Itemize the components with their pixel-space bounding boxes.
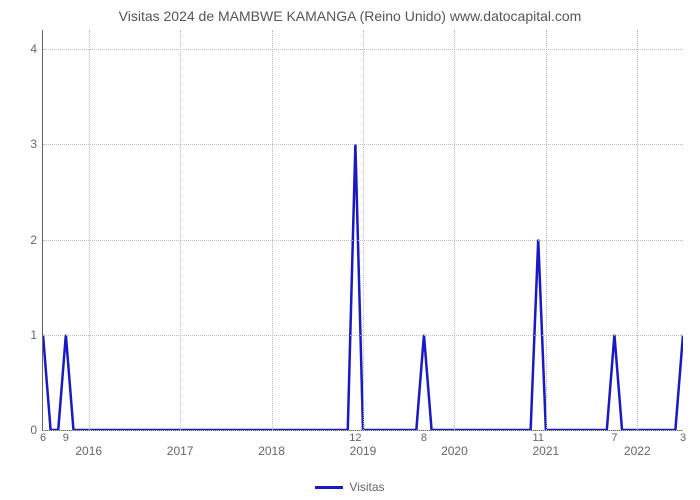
- legend-label: Visitas: [349, 480, 384, 494]
- gridline-v: [89, 30, 90, 430]
- gridline-h: [43, 430, 683, 431]
- xtick-year-label: 2017: [167, 444, 194, 458]
- chart-container: Visitas 2024 de MAMBWE KAMANGA (Reino Un…: [0, 0, 700, 500]
- gridline-v: [363, 30, 364, 430]
- gridline-v: [546, 30, 547, 430]
- ytick-label: 3: [30, 137, 37, 151]
- ytick-label: 4: [30, 42, 37, 56]
- ytick-label: 0: [30, 423, 37, 437]
- xtick-year-label: 2020: [441, 444, 468, 458]
- ytick-label: 2: [30, 233, 37, 247]
- xtick-year-label: 2022: [624, 444, 651, 458]
- xtick-year-label: 2021: [532, 444, 559, 458]
- xtick-year-label: 2018: [258, 444, 285, 458]
- ytick-label: 1: [30, 328, 37, 342]
- x-value-label: 6: [40, 432, 46, 444]
- gridline-v: [637, 30, 638, 430]
- x-value-label: 7: [611, 432, 617, 444]
- x-value-label: 8: [421, 432, 427, 444]
- gridline-v: [272, 30, 273, 430]
- xtick-year-label: 2019: [350, 444, 377, 458]
- gridline-v: [454, 30, 455, 430]
- x-value-label: 3: [680, 432, 686, 444]
- x-value-label: 9: [63, 432, 69, 444]
- plot-area: 0123420162017201820192020202120226912811…: [42, 30, 683, 431]
- x-value-label: 12: [349, 432, 361, 444]
- x-value-label: 11: [533, 432, 544, 444]
- legend-swatch: [315, 486, 343, 489]
- xtick-year-label: 2016: [75, 444, 102, 458]
- gridline-v: [180, 30, 181, 430]
- legend: Visitas: [0, 480, 700, 494]
- chart-title: Visitas 2024 de MAMBWE KAMANGA (Reino Un…: [0, 8, 700, 24]
